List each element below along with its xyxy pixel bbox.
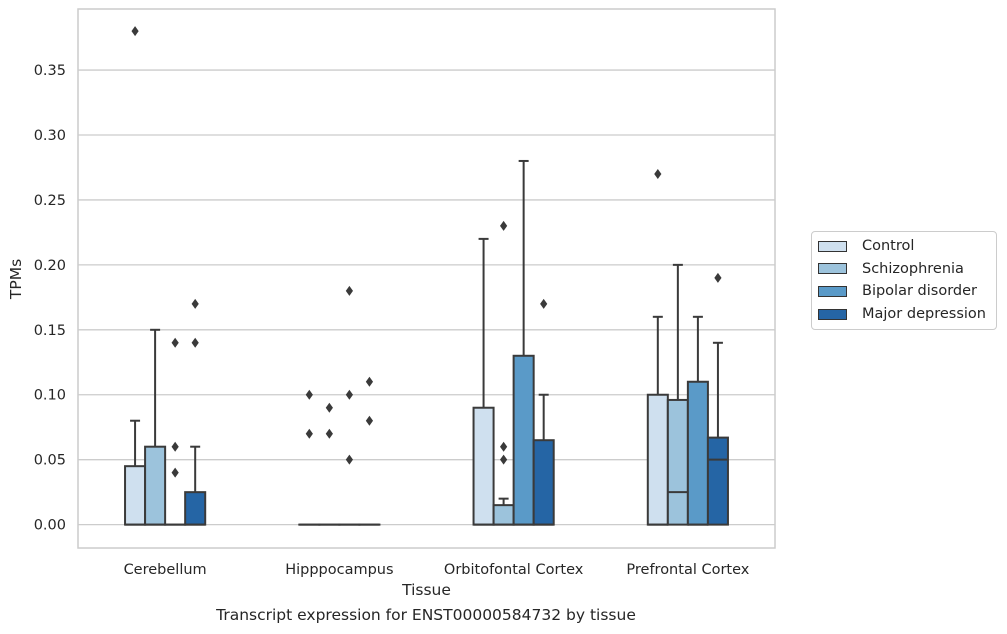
legend: Control Schizophrenia Bipolar disorder M… (811, 231, 997, 331)
box-bipolar-disorder (686, 315, 709, 526)
box-body (666, 398, 689, 526)
outlier-point (540, 298, 548, 309)
outlier-point (654, 168, 662, 179)
box-bipolar-disorder (338, 285, 361, 526)
outlier-point (305, 428, 313, 439)
legend-label: Major depression (862, 306, 986, 323)
x-tick-labels: Cerebellum Hipppocampus Orbitofontal Corte… (124, 562, 750, 578)
outlier-point (365, 415, 374, 426)
box-body (492, 504, 515, 526)
outlier-point (500, 454, 508, 465)
legend-swatch (818, 240, 847, 252)
y-tick-labels: 0.00 0.05 0.10 0.15 0.20 0.25 0.30 0.35 (34, 63, 66, 534)
legend-swatch (818, 285, 847, 297)
x-tick-label: Hipppocampus (285, 562, 393, 578)
x-tick-label: Prefrontal Cortex (626, 562, 749, 578)
box-control (472, 237, 495, 526)
outlier-point (171, 441, 179, 452)
outlier-point (345, 389, 353, 400)
y-axis-label: TPMs (7, 259, 25, 300)
box-plot-series (124, 26, 729, 526)
x-axis-label: Tissue (401, 581, 451, 599)
y-tick-label: 0.00 (34, 518, 66, 534)
box-body (706, 436, 729, 526)
box-schizophrenia (492, 220, 515, 526)
outlier-point (325, 428, 333, 439)
legend-item-schizophrenia: Schizophrenia (812, 258, 996, 281)
box-bipolar-disorder (164, 337, 187, 526)
legend-item-major-depression: Major depression (812, 303, 996, 326)
box-body (144, 445, 167, 526)
box-body (184, 491, 207, 526)
box-body (512, 354, 535, 526)
outlier-point (171, 467, 179, 478)
legend-label: Schizophrenia (862, 260, 964, 277)
outlier-point (365, 376, 374, 387)
box-schizophrenia (318, 402, 341, 526)
box-major-depression (532, 298, 555, 526)
y-tick-label: 0.25 (34, 193, 66, 209)
chart-caption: Transcript expression for ENST0000058473… (216, 606, 636, 624)
outlier-point (131, 26, 139, 37)
outlier-point (191, 337, 199, 348)
legend-item-bipolar-disorder: Bipolar disorder (812, 280, 996, 303)
y-tick-label: 0.10 (34, 388, 66, 404)
box-body (472, 406, 495, 526)
outlier-point (305, 389, 313, 400)
box-control (124, 26, 147, 526)
box-major-depression (358, 376, 381, 526)
y-tick-label: 0.35 (34, 63, 66, 79)
outlier-point (345, 285, 353, 296)
box-major-depression (184, 298, 207, 526)
box-body (686, 380, 709, 526)
y-tick-label: 0.30 (34, 128, 66, 144)
outlier-point (500, 220, 508, 231)
y-tick-label: 0.20 (34, 258, 66, 274)
x-tick-label: Cerebellum (124, 562, 207, 578)
outlier-point (345, 454, 353, 465)
box-control (298, 389, 321, 526)
legend-label: Control (862, 238, 915, 255)
y-tick-label: 0.15 (34, 323, 66, 339)
x-tick-label: Orbitofontal Cortex (444, 562, 584, 578)
y-tick-label: 0.05 (34, 453, 66, 469)
legend-item-control: Control (812, 235, 996, 258)
legend-label: Bipolar disorder (862, 283, 977, 300)
outlier-point (191, 298, 199, 309)
outlier-point (171, 337, 179, 348)
box-body (532, 439, 555, 526)
box-schizophrenia (144, 328, 167, 526)
y-grid (78, 69, 775, 526)
outlier-point (500, 441, 508, 452)
box-major-depression (706, 272, 729, 526)
legend-swatch (818, 308, 847, 320)
box-body (124, 465, 147, 526)
plot-frame (77, 8, 776, 549)
legend-swatch (818, 263, 847, 275)
outlier-point (714, 272, 722, 283)
box-bipolar-disorder (512, 159, 535, 526)
outlier-point (325, 402, 333, 413)
box-control (646, 168, 669, 526)
box-body (646, 393, 669, 526)
